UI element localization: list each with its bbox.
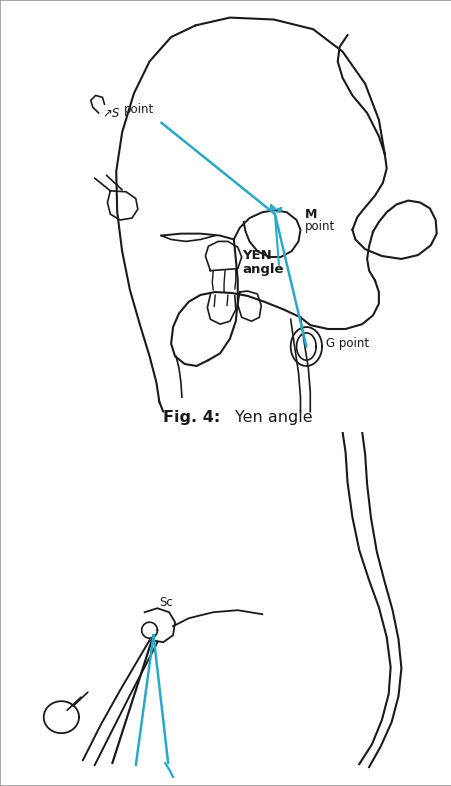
- Text: ↗S: ↗S: [102, 107, 120, 119]
- Text: Yen angle: Yen angle: [235, 410, 312, 425]
- Text: Sc: Sc: [159, 597, 173, 609]
- Text: YEN: YEN: [242, 249, 272, 262]
- Text: Fig. 4:: Fig. 4:: [162, 410, 220, 425]
- Text: M: M: [304, 208, 316, 221]
- Text: point: point: [124, 103, 154, 116]
- Text: G point: G point: [325, 336, 368, 350]
- Text: angle: angle: [242, 263, 284, 276]
- Text: point: point: [304, 220, 334, 233]
